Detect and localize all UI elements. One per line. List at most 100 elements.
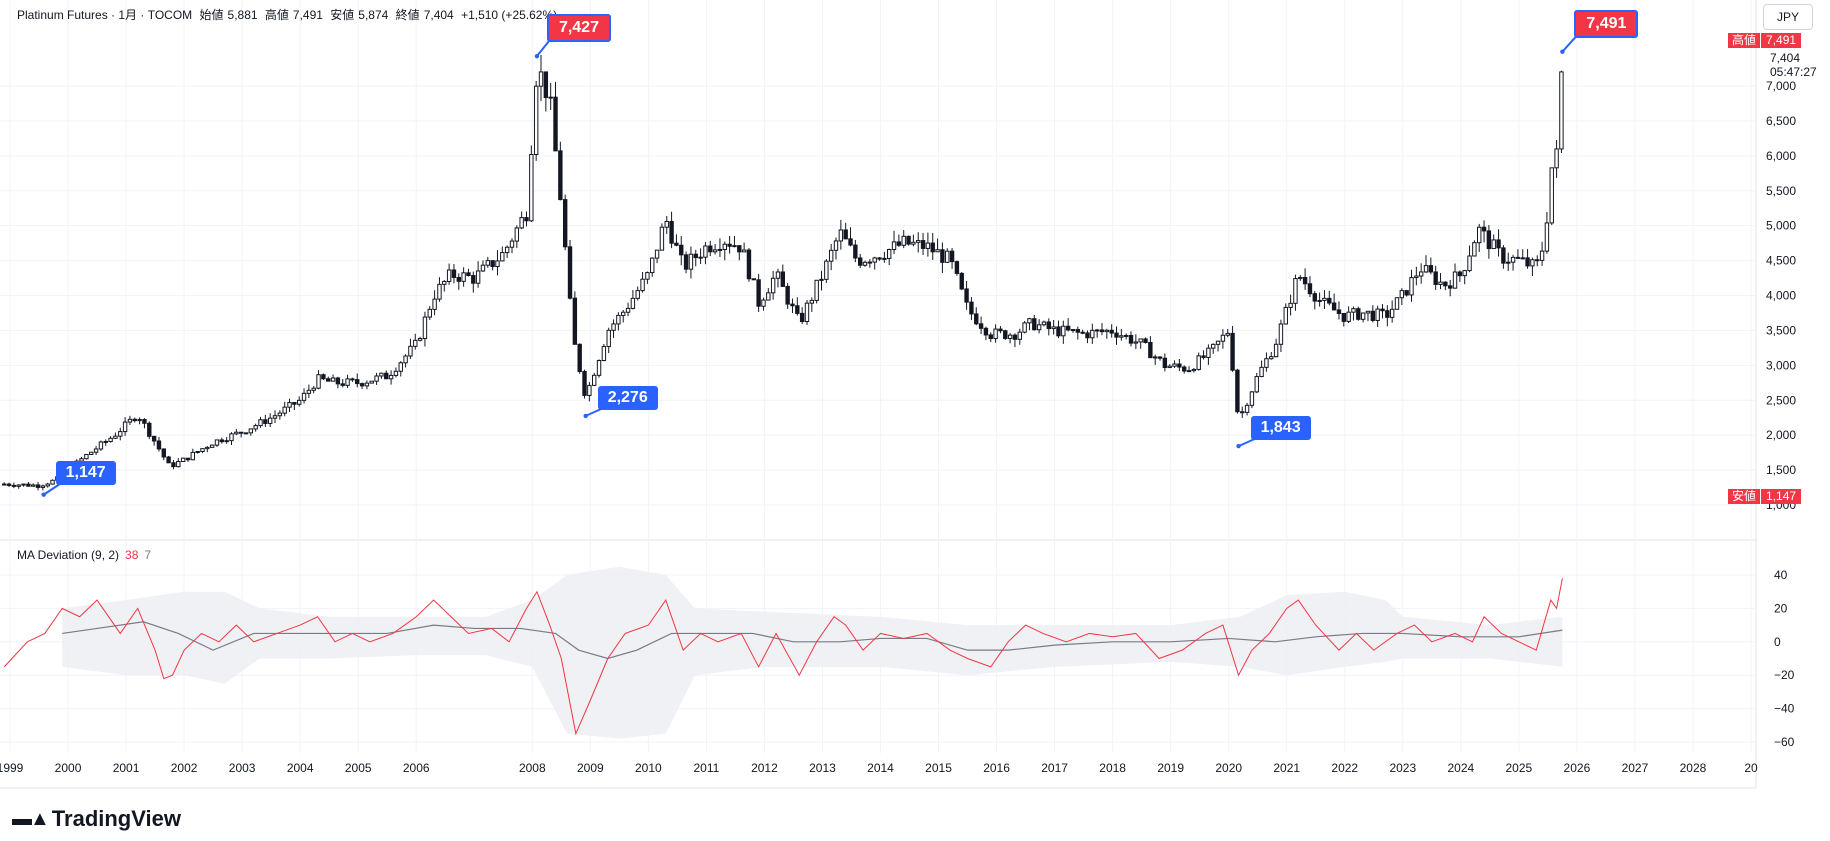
candle-body (1152, 356, 1158, 359)
candle-body (495, 260, 500, 268)
candle-body (98, 441, 104, 450)
candle-body (142, 419, 147, 424)
candle-body (132, 418, 137, 422)
candle-body (321, 374, 326, 380)
candle-body (151, 435, 157, 442)
candle-body (1356, 308, 1361, 320)
candle-body (1225, 332, 1230, 336)
indicator-legend[interactable]: MA Deviation (9, 2) 38 7 (17, 548, 151, 562)
candle-body (843, 229, 848, 240)
candle-body (1177, 363, 1182, 368)
candle-body (1182, 366, 1187, 372)
candle-body (896, 241, 902, 246)
candle-body (645, 272, 650, 280)
candle-body (45, 483, 50, 487)
candle-body (654, 249, 660, 259)
candle-body (1157, 356, 1163, 359)
low-callout-2276: 2,276 (597, 385, 658, 410)
candle-body (93, 448, 99, 453)
candle-body (306, 389, 312, 394)
candle-body (1109, 329, 1114, 334)
candle-body (1554, 148, 1559, 169)
candle-body (393, 370, 399, 376)
price-tick-label: 5,000 (1766, 219, 1796, 233)
candle-body (263, 419, 268, 424)
candle-body (1380, 308, 1385, 312)
candle-body (635, 290, 640, 299)
candle-body (1240, 411, 1245, 414)
candle-body (475, 270, 481, 284)
candle-body (828, 249, 834, 262)
candle-body (925, 242, 931, 249)
candle-body (901, 235, 906, 246)
candle-body (113, 435, 118, 439)
indicator-tick-label: 40 (1774, 568, 1788, 582)
candle-body (1535, 259, 1540, 262)
candle-body (408, 345, 413, 357)
candle-body (40, 485, 46, 488)
indicator-value-1: 38 (125, 548, 139, 562)
candle-body (949, 250, 955, 263)
x-tick-label: 2028 (1680, 761, 1707, 775)
high-callout-7427: 7,427 (546, 14, 611, 43)
x-tick-label: 2025 (1506, 761, 1533, 775)
candle-body (630, 297, 636, 309)
candle-body (1249, 391, 1255, 406)
candle-body (437, 283, 442, 300)
candle-body (712, 249, 718, 253)
candle-body (1128, 334, 1134, 344)
candle-body (219, 439, 225, 443)
candle-body (1186, 370, 1192, 373)
callout-anchor (534, 53, 540, 59)
candle-body (330, 377, 336, 382)
candle-body (1322, 297, 1327, 301)
candle-body (21, 483, 26, 486)
deviation-line (3, 578, 1563, 736)
candle-body (1346, 311, 1351, 322)
candle-body (1080, 331, 1085, 334)
indicator-value-2: 7 (144, 548, 152, 562)
candle-body (722, 243, 727, 250)
candle-body (737, 245, 742, 253)
symbol-name[interactable]: Platinum Futures · 1月 · TOCOM (17, 8, 193, 22)
tradingview-logo[interactable]: ▬▲ TradingView (12, 806, 181, 832)
currency-button[interactable]: JPY (1763, 4, 1813, 30)
candle-body (1312, 293, 1317, 302)
candle-body (1032, 318, 1037, 331)
candle-body (1327, 297, 1332, 304)
candle-body (195, 450, 200, 453)
x-tick-label: 2013 (809, 761, 836, 775)
candle-body (804, 302, 810, 323)
candle-body (1119, 335, 1124, 338)
high-callout-7491: 7,491 (1574, 9, 1639, 38)
indicator-tick-label: 20 (1774, 601, 1788, 615)
candle-body (741, 249, 747, 253)
candle-body (480, 264, 486, 272)
last-price-label: 7,404 (1770, 51, 1801, 65)
candle-body (84, 454, 89, 460)
candle-body (1123, 334, 1129, 337)
candle-body (974, 313, 979, 325)
x-tick-label: 2022 (1331, 761, 1358, 775)
candle-body (567, 246, 573, 299)
candle-body (1061, 325, 1066, 337)
candle-body (1264, 358, 1269, 368)
candle-body (267, 417, 273, 424)
candle-body (1293, 278, 1298, 304)
candle-body (466, 272, 471, 277)
price-tick-label: 6,500 (1766, 114, 1796, 128)
candle-body (1389, 308, 1395, 318)
candle-body (1530, 259, 1535, 267)
bar-countdown: 05:47:27 (1770, 65, 1817, 79)
x-tick-label: 2008 (519, 761, 546, 775)
candle-body (664, 220, 669, 228)
candle-body (1114, 332, 1119, 338)
low-value: 5,874 (358, 8, 389, 22)
x-tick-label: 2000 (55, 761, 82, 775)
candle-body (1351, 308, 1356, 313)
candle-body (945, 250, 950, 263)
candle-body (1003, 330, 1008, 339)
candle-body (775, 271, 781, 279)
tradingview-mark-icon: ▬▲ (12, 807, 50, 830)
candle-body (514, 227, 520, 242)
